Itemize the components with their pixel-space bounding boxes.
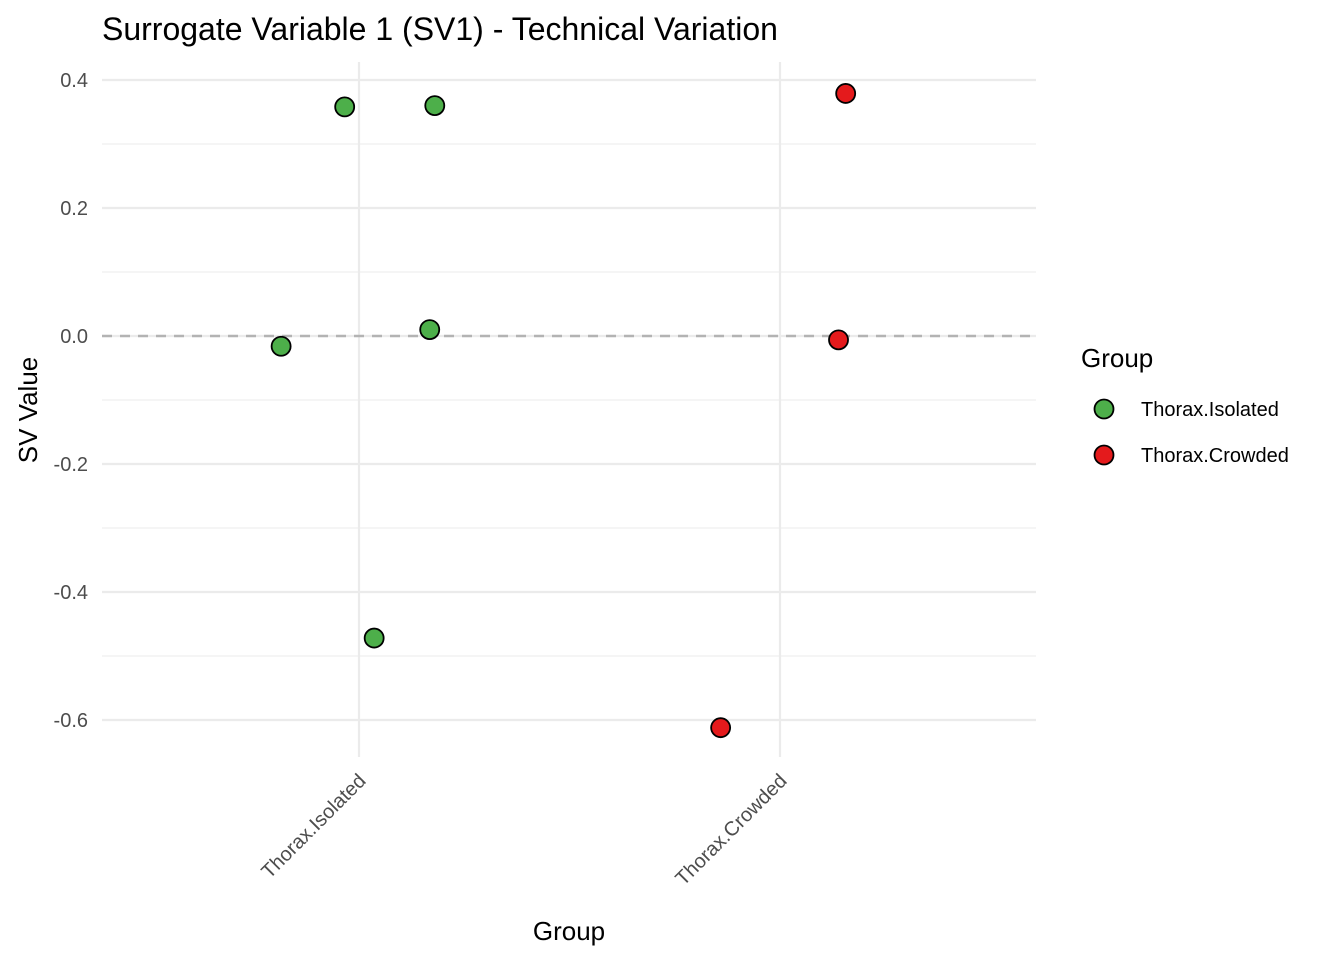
data-point <box>363 627 385 649</box>
y-tick-label: 0.0 <box>60 326 88 348</box>
data-point <box>710 717 732 739</box>
y-axis-title: SV Value <box>13 357 43 463</box>
data-point <box>828 329 849 351</box>
legend-label: Thorax.Isolated <box>1141 399 1279 421</box>
x-tick-label: Thorax.Crowded <box>671 770 791 890</box>
x-axis-title: Group <box>533 916 605 946</box>
legend-key <box>1093 444 1115 466</box>
chart-title: Surrogate Variable 1 (SV1) - Technical V… <box>102 11 778 47</box>
y-axis-ticks: 0.4 0.2 0.0 -0.2 -0.4 -0.6 <box>54 70 88 732</box>
data-point <box>424 95 446 116</box>
legend-key <box>1093 398 1115 420</box>
plot-grid <box>102 62 1036 757</box>
y-tick-label: -0.2 <box>54 454 88 476</box>
data-points <box>270 83 857 739</box>
data-point <box>334 96 356 118</box>
x-tick-label: Thorax.Isolated <box>257 770 370 883</box>
y-tick-label: -0.6 <box>54 710 88 732</box>
data-point <box>835 83 857 104</box>
x-axis-ticks: Thorax.Isolated Thorax.Crowded <box>257 770 791 890</box>
data-point <box>419 319 441 341</box>
legend-label: Thorax.Crowded <box>1141 445 1289 467</box>
data-point <box>270 335 292 357</box>
y-tick-label: 0.2 <box>60 198 88 220</box>
y-tick-label: 0.4 <box>60 70 88 92</box>
legend-title: Group <box>1081 343 1153 373</box>
legend: Group Thorax.Isolated Thorax.Crowded <box>1081 343 1289 467</box>
y-tick-label: -0.4 <box>54 582 88 604</box>
